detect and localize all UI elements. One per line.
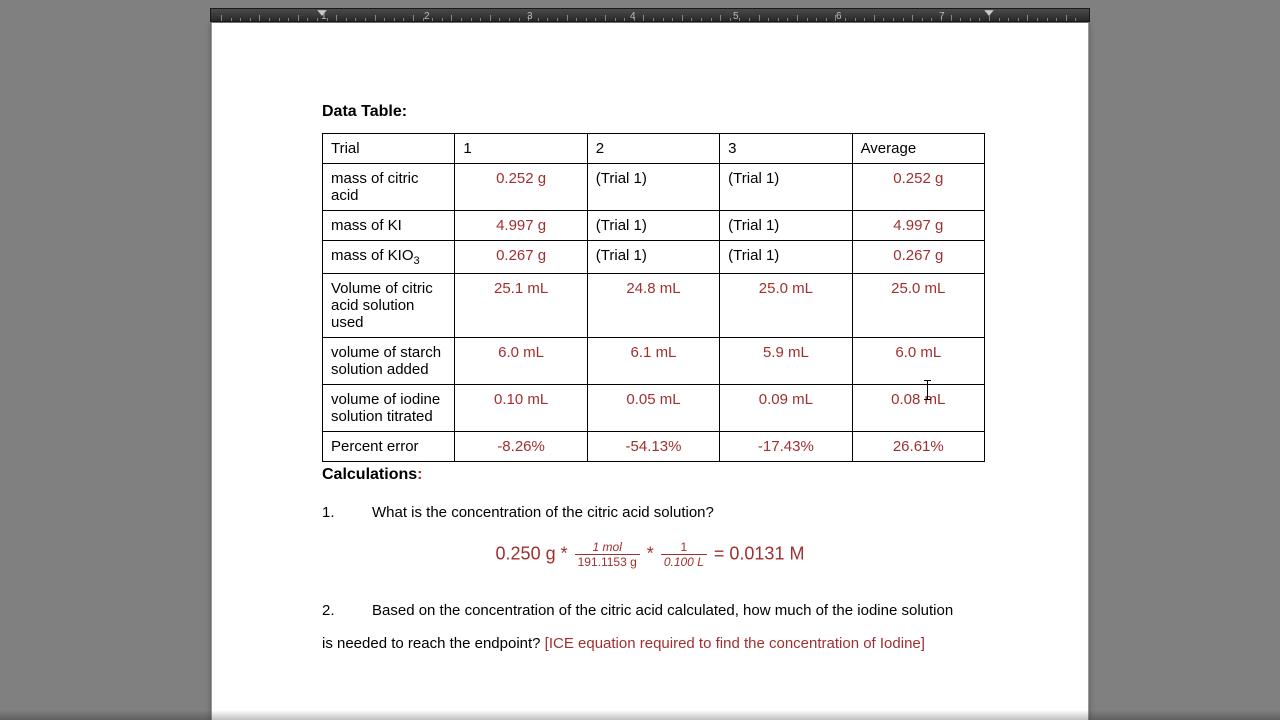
table-cell: -8.26% (455, 432, 587, 462)
eq-f2-num: 1 (661, 541, 707, 555)
ruler-number: 5 (733, 11, 739, 22)
table-row: Percent error-8.26%-54.13%-17.43%26.61% (323, 432, 985, 462)
ruler-number: 6 (836, 11, 842, 22)
table-cell: 0.08 mL (852, 385, 984, 432)
table-row-label: volume of iodine solution titrated (323, 385, 455, 432)
bottom-shadow (0, 710, 1280, 720)
table-cell: 25.0 mL (720, 274, 852, 338)
ruler-indent-right[interactable] (984, 10, 994, 20)
data-table: Trial123Average mass of citric acid0.252… (322, 133, 985, 462)
ruler-number: 1 (321, 11, 327, 22)
calculations-heading: Calculations: (322, 466, 978, 484)
eq-f1-num: 1 mol (575, 541, 640, 555)
table-cell: 6.0 mL (852, 338, 984, 385)
table-cell: -17.43% (720, 432, 852, 462)
table-row-label: volume of starch solution added (323, 338, 455, 385)
table-cell: 4.997 g (455, 211, 587, 241)
table-cell: 6.0 mL (455, 338, 587, 385)
table-row-label: Percent error (323, 432, 455, 462)
table-row-label: mass of KIO3 (323, 241, 455, 274)
table-header-row: Trial123Average (323, 134, 985, 164)
ruler-number: 3 (527, 11, 533, 22)
table-row-label: mass of KI (323, 211, 455, 241)
eq-f2-den: 0.100 L (661, 555, 707, 568)
table-row: mass of citric acid0.252 g(Trial 1)(Tria… (323, 164, 985, 211)
table-row-label: mass of citric acid (323, 164, 455, 211)
table-cell: (Trial 1) (720, 164, 852, 211)
eq-p2: = 0.0131 M (714, 543, 805, 563)
eq-p1: 0.250 g * (496, 543, 568, 563)
q1-text: What is the concentration of the citric … (372, 504, 714, 521)
q2-line2b: [ICE equation required to find the conce… (545, 635, 925, 652)
table-row: volume of starch solution added6.0 mL6.1… (323, 338, 985, 385)
table-cell: (Trial 1) (720, 241, 852, 274)
table-header-cell: 2 (587, 134, 719, 164)
q2-number: 2. (322, 594, 372, 627)
equation-1: 0.250 g * 1 mol 191.1153 g * 1 0.100 L =… (322, 541, 978, 568)
table-row-label: Volume of citric acid solution used (323, 274, 455, 338)
calc-heading-colon: : (417, 466, 422, 483)
table-cell: 25.1 mL (455, 274, 587, 338)
table-cell: (Trial 1) (587, 241, 719, 274)
table-header-cell: 3 (720, 134, 852, 164)
q2-line2a: is needed to reach the endpoint? (322, 635, 545, 652)
table-cell: 4.997 g (852, 211, 984, 241)
ruler: 1 2 3 4 5 6 7 (210, 8, 1090, 22)
table-row: volume of iodine solution titrated0.10 m… (323, 385, 985, 432)
eq-frac1: 1 mol 191.1153 g (575, 541, 640, 568)
table-header-cell: 1 (455, 134, 587, 164)
eq-f1-den: 191.1153 g (575, 555, 640, 568)
table-cell: 6.1 mL (587, 338, 719, 385)
table-cell: (Trial 1) (720, 211, 852, 241)
table-row: mass of KIO30.267 g(Trial 1)(Trial 1)0.2… (323, 241, 985, 274)
table-header-cell: Average (852, 134, 984, 164)
document-page: Data Table: Trial123Average mass of citr… (211, 23, 1089, 720)
table-cell: 0.09 mL (720, 385, 852, 432)
eq-frac2: 1 0.100 L (661, 541, 707, 568)
table-cell: 0.252 g (852, 164, 984, 211)
table-cell: -54.13% (587, 432, 719, 462)
table-cell: (Trial 1) (587, 164, 719, 211)
question-1: 1.What is the concentration of the citri… (322, 502, 978, 525)
table-cell: (Trial 1) (587, 211, 719, 241)
table-cell: 0.267 g (455, 241, 587, 274)
table-row: mass of KI4.997 g(Trial 1)(Trial 1)4.997… (323, 211, 985, 241)
table-header-cell: Trial (323, 134, 455, 164)
ruler-number: 2 (424, 11, 430, 22)
question-2: 2.Based on the concentration of the citr… (322, 594, 978, 660)
q1-number: 1. (322, 502, 372, 525)
table-cell: 26.61% (852, 432, 984, 462)
table-row: Volume of citric acid solution used25.1 … (323, 274, 985, 338)
table-cell: 25.0 mL (852, 274, 984, 338)
ruler-marks (211, 9, 1089, 21)
table-cell: 0.05 mL (587, 385, 719, 432)
ruler-number: 7 (939, 11, 945, 22)
table-cell: 0.252 g (455, 164, 587, 211)
data-table-heading: Data Table: (322, 103, 978, 121)
eq-star: * (647, 543, 654, 563)
table-cell: 0.10 mL (455, 385, 587, 432)
text-cursor (927, 381, 928, 399)
table-cell: 5.9 mL (720, 338, 852, 385)
calc-heading-text: Calculations (322, 466, 417, 483)
ruler-number: 4 (630, 11, 636, 22)
table-cell: 24.8 mL (587, 274, 719, 338)
q2-line1: Based on the concentration of the citric… (372, 602, 953, 619)
table-cell: 0.267 g (852, 241, 984, 274)
